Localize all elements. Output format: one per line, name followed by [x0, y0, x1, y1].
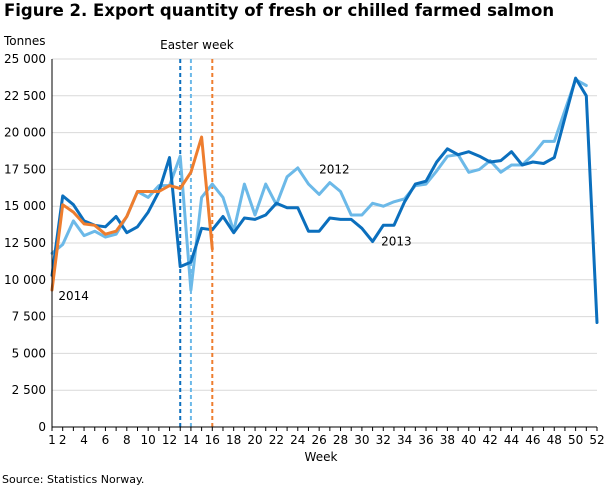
x-tick-label-44: 44 [504, 433, 519, 447]
x-axis-ticks: 1 2 4 6 8 10 12 14 16 18 20 22 24 26 28 30 32 34 36 38 40 42 4… [48, 427, 605, 447]
series-lines [50, 76, 599, 324]
x-tick-label-28: 28 [333, 433, 348, 447]
x-tick-label-50: 50 [568, 433, 583, 447]
x-tick-label-34: 34 [397, 433, 412, 447]
y-tick-label-15000: 15 000 [4, 199, 46, 213]
x-tick-label-6: 6 [102, 433, 110, 447]
y-tick-label-0: 0 [38, 420, 46, 434]
y-axis-label: Tonnes [3, 34, 45, 48]
series-line-2012 [50, 78, 588, 292]
x-tick-label-22: 22 [269, 433, 284, 447]
annotation-2014: 2014 [58, 289, 89, 303]
x-tick-label-18: 18 [226, 433, 241, 447]
y-tick-label-17500: 17 500 [4, 162, 46, 176]
y-tick-label-22500: 22 500 [4, 89, 46, 103]
x-tick-label-40: 40 [461, 433, 476, 447]
x-tick-label-24: 24 [290, 433, 305, 447]
x-tick-label-46: 46 [525, 433, 540, 447]
y-tick-label-20000: 20 000 [4, 126, 46, 140]
x-tick-label-10: 10 [141, 433, 156, 447]
annotation-easter-week: Easter week [160, 38, 234, 52]
annotation-2012: 2012 [319, 162, 350, 176]
x-tick-label-30: 30 [354, 433, 369, 447]
y-tick-label-12500: 12 500 [4, 236, 46, 250]
x-tick-label-36: 36 [418, 433, 433, 447]
x-tick-label-12: 12 [162, 433, 177, 447]
x-tick-label-26: 26 [312, 433, 327, 447]
annotations: Easter week 2012 2013 2014 [58, 38, 411, 303]
y-tick-label-5000: 5 000 [12, 346, 46, 360]
x-tick-label-42: 42 [482, 433, 497, 447]
source-note: Source: Statistics Norway. [2, 473, 145, 486]
x-tick-label-2: 2 [59, 433, 67, 447]
x-tick-label-20: 20 [247, 433, 262, 447]
x-tick-label-8: 8 [123, 433, 131, 447]
x-axis-label: Week [305, 450, 338, 464]
x-tick-label-32: 32 [376, 433, 391, 447]
x-tick-label-4: 4 [80, 433, 88, 447]
y-tick-label-25000: 25 000 [4, 52, 46, 66]
y-tick-label-10000: 10 000 [4, 273, 46, 287]
figure-title: Figure 2. Export quantity of fresh or ch… [4, 1, 555, 20]
x-tick-label-14: 14 [183, 433, 198, 447]
x-tick-label-48: 48 [547, 433, 562, 447]
series-line-2013 [50, 76, 599, 324]
y-tick-label-2500: 2 500 [12, 383, 46, 397]
y-axis-ticks: 0 2 500 5 000 7 500 10 000 12 500 15 000 17 500… [4, 52, 46, 434]
x-tick-label-52: 52 [589, 433, 604, 447]
axes [51, 59, 597, 428]
x-tick-label-16: 16 [205, 433, 220, 447]
x-tick-label-38: 38 [440, 433, 455, 447]
series-line-2014 [50, 135, 214, 292]
x-tick-label-1: 1 [48, 433, 56, 447]
y-tick-label-7500: 7 500 [12, 310, 46, 324]
annotation-2013: 2013 [381, 235, 412, 249]
